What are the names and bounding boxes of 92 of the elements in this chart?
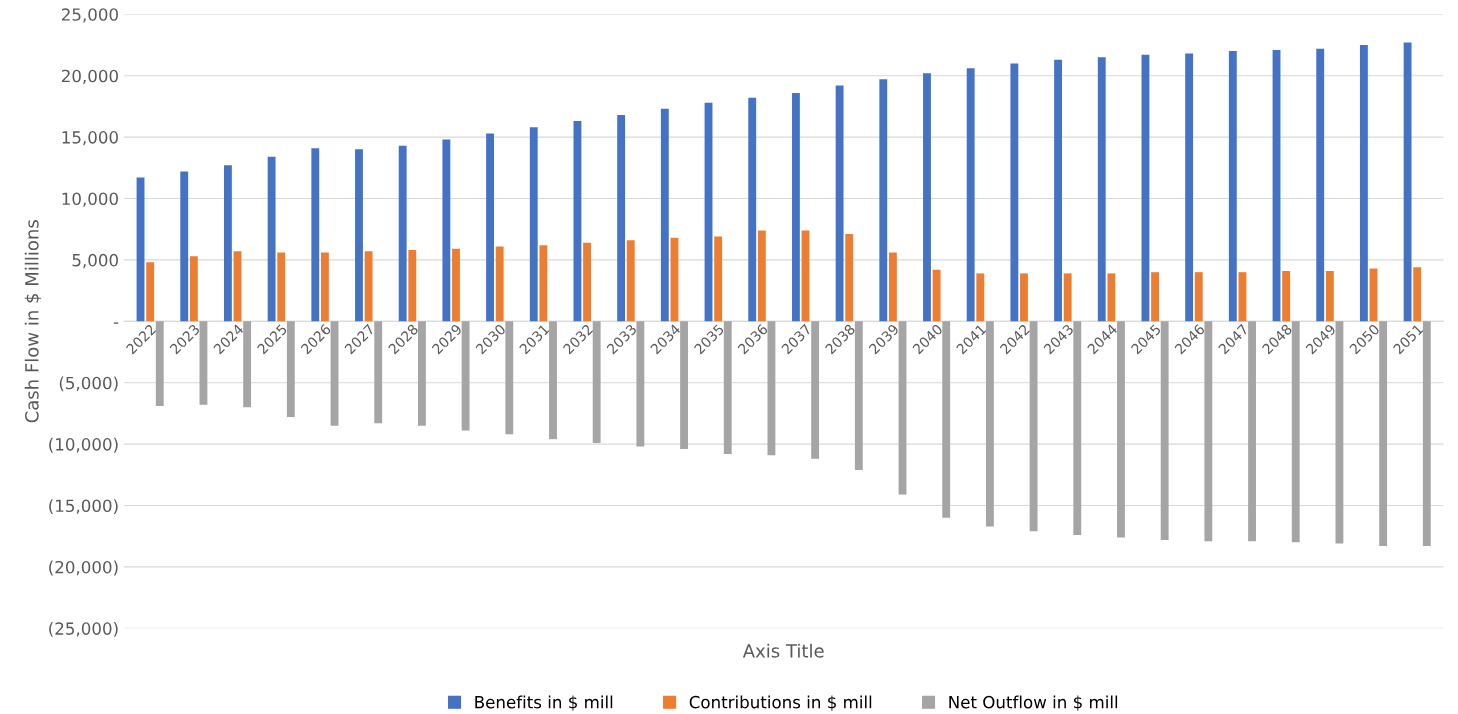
y-axis-title: Cash Flow in $ Millions bbox=[24, 220, 42, 423]
bar bbox=[1316, 48, 1325, 322]
bar bbox=[408, 250, 417, 322]
bar bbox=[549, 321, 557, 440]
bar bbox=[146, 262, 155, 322]
bar bbox=[1063, 273, 1072, 322]
bar bbox=[1422, 321, 1431, 547]
bar bbox=[942, 321, 951, 518]
bar bbox=[660, 108, 669, 322]
bar bbox=[320, 252, 329, 322]
bar bbox=[539, 245, 548, 322]
y-tick-label: 20,000 bbox=[61, 69, 118, 84]
bar bbox=[966, 68, 975, 322]
bar bbox=[311, 148, 320, 322]
bar bbox=[888, 252, 897, 322]
bar bbox=[452, 248, 460, 322]
bar bbox=[1413, 267, 1422, 322]
bar bbox=[626, 240, 635, 322]
bar bbox=[879, 79, 888, 322]
bar bbox=[985, 321, 994, 527]
legend-label: Benefits in $ mill bbox=[475, 695, 613, 711]
bar bbox=[398, 145, 407, 322]
bar bbox=[189, 256, 198, 322]
bar bbox=[486, 133, 494, 322]
bar bbox=[461, 321, 470, 431]
bar bbox=[748, 97, 757, 322]
bar bbox=[1248, 321, 1256, 542]
bar bbox=[1073, 321, 1082, 535]
y-tick-label: (20,000) bbox=[49, 560, 118, 576]
y-tick-label: 25,000 bbox=[61, 8, 118, 23]
bar bbox=[286, 321, 295, 418]
y-tick-label: 15,000 bbox=[62, 131, 118, 146]
bar bbox=[374, 321, 383, 424]
bar bbox=[417, 321, 426, 426]
bar bbox=[1029, 321, 1038, 532]
y-tick-label: (5,000) bbox=[59, 376, 118, 392]
bar bbox=[791, 92, 800, 322]
bar bbox=[1194, 272, 1203, 322]
bar bbox=[1054, 59, 1062, 322]
bar bbox=[1160, 321, 1169, 540]
bar bbox=[364, 251, 373, 322]
bar bbox=[592, 321, 601, 443]
y-tick-label: 10,000 bbox=[62, 192, 118, 207]
bar bbox=[932, 269, 941, 322]
bar bbox=[223, 165, 232, 322]
bar bbox=[180, 171, 189, 322]
bar bbox=[1282, 270, 1291, 322]
bar bbox=[1097, 57, 1106, 322]
bar bbox=[277, 252, 286, 322]
bar bbox=[714, 236, 723, 322]
bar bbox=[1291, 321, 1300, 543]
bar bbox=[505, 321, 514, 435]
bar bbox=[1359, 44, 1368, 322]
bar bbox=[835, 85, 844, 322]
bar bbox=[757, 230, 766, 322]
legend-label: Net Outflow in $ mill bbox=[949, 695, 1118, 711]
bar bbox=[811, 321, 820, 459]
bar bbox=[442, 139, 451, 322]
y-tick-label: (25,000) bbox=[49, 622, 118, 637]
y-tick-label: - bbox=[113, 322, 119, 324]
bar bbox=[617, 114, 626, 322]
y-tick-label: (10,000) bbox=[49, 437, 118, 453]
bar bbox=[330, 321, 339, 426]
bar bbox=[1151, 272, 1159, 322]
bar bbox=[976, 273, 985, 322]
bar bbox=[529, 127, 538, 322]
y-tick-label: 5,000 bbox=[72, 253, 118, 269]
bar bbox=[1204, 321, 1213, 542]
bar bbox=[680, 321, 688, 450]
bar bbox=[155, 321, 164, 407]
bar bbox=[1403, 42, 1412, 322]
bar bbox=[845, 234, 854, 322]
x-axis-title: Axis Title bbox=[742, 643, 824, 658]
bar bbox=[1020, 273, 1028, 322]
bar bbox=[1185, 53, 1194, 322]
bar bbox=[1228, 51, 1237, 322]
bar bbox=[923, 73, 931, 322]
bar bbox=[355, 149, 363, 322]
bar bbox=[636, 321, 645, 447]
bar bbox=[723, 321, 732, 454]
bar bbox=[1325, 270, 1334, 322]
bar bbox=[854, 321, 863, 470]
bar bbox=[1117, 321, 1125, 538]
legend-label: Contributions in $ mill bbox=[689, 695, 872, 711]
bar bbox=[243, 321, 252, 408]
y-tick-label: (15,000) bbox=[49, 499, 118, 515]
bar bbox=[1379, 321, 1388, 547]
bar bbox=[583, 242, 591, 322]
bar bbox=[1010, 63, 1019, 322]
bar bbox=[1107, 273, 1116, 322]
bar bbox=[267, 156, 276, 322]
bar bbox=[495, 246, 504, 322]
